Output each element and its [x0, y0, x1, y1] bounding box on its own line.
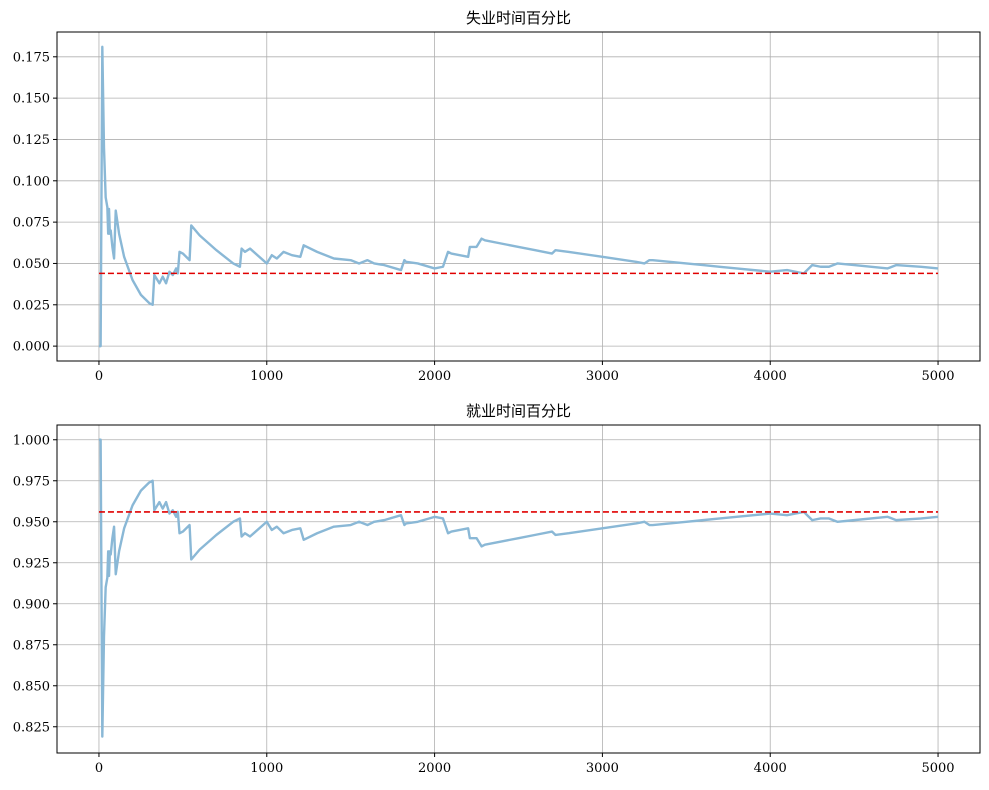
x-tick-label: 2000: [418, 761, 451, 776]
y-tick-label: 0.075: [13, 216, 50, 231]
axes-frame: [56, 31, 981, 362]
x-tick-label: 5000: [921, 369, 954, 384]
y-tick-label: 0.875: [13, 638, 50, 653]
y-tick-label: 0.975: [13, 474, 50, 489]
y-tick-label: 0.125: [13, 133, 50, 148]
y-tick-label: 0.025: [13, 298, 50, 313]
y-tick-label: 0.900: [13, 597, 50, 612]
x-tick-label: 2000: [418, 369, 451, 384]
axes-frame: [56, 424, 981, 754]
y-tick-label: 0.950: [13, 515, 50, 530]
x-tick-label: 4000: [754, 369, 787, 384]
x-tick-label: 3000: [586, 369, 619, 384]
y-tick-label: 0.150: [13, 92, 50, 107]
chart-panel-1: 0 1000 2000 3000 4000 5000 0.000 0.025 0.050 0.07…: [13, 9, 981, 384]
x-tick-label: 5000: [921, 761, 954, 776]
chart-panel-2: 0 1000 2000 3000 4000 5000 0.825 0.850 0.875 0.90…: [13, 402, 981, 776]
x-tick-label: 0: [95, 369, 103, 384]
series-line: [98, 438, 939, 738]
y-tick-label: 0.000: [13, 340, 50, 355]
y-tick-label: 0.925: [13, 556, 50, 571]
y-tick-label: 0.175: [13, 50, 50, 65]
y-tick-label: 0.100: [13, 174, 50, 189]
y-tick-label: 0.850: [13, 679, 50, 694]
chart-title: 失业时间百分比: [466, 9, 571, 27]
chart-title: 就业时间百分比: [466, 402, 571, 420]
x-tick-label: 1000: [250, 761, 283, 776]
x-tick-label: 1000: [250, 369, 283, 384]
series-line: [98, 45, 939, 348]
y-tick-label: 1.000: [13, 433, 50, 448]
x-tick-label: 4000: [754, 761, 787, 776]
x-tick-label: 3000: [586, 761, 619, 776]
y-tick-label: 0.825: [13, 720, 50, 735]
x-tick-label: 0: [95, 761, 103, 776]
y-tick-label: 0.050: [13, 257, 50, 272]
